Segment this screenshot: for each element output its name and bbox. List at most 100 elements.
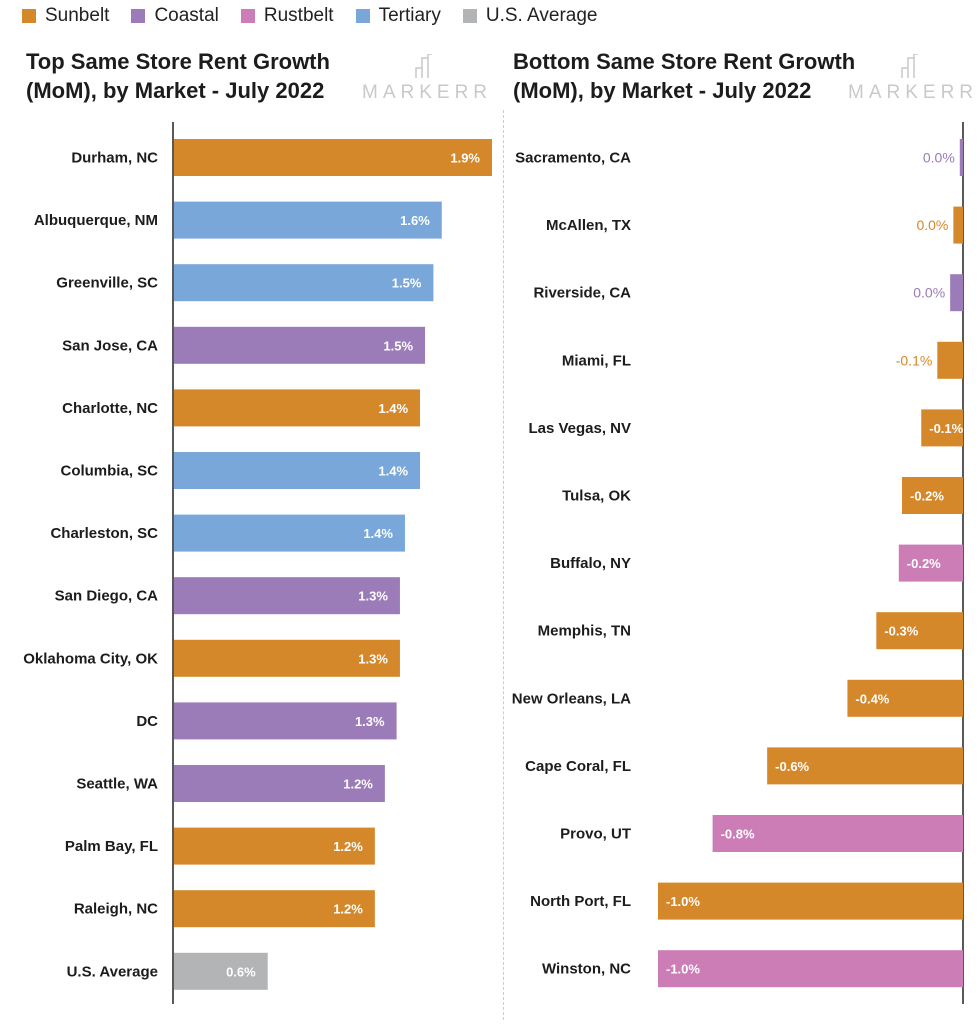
chart-title-bottom: Bottom Same Store Rent Growth (MoM), by … xyxy=(513,47,855,105)
legend-swatch-us-average xyxy=(462,9,477,23)
bottom-chart-value-label: -0.1% xyxy=(929,421,963,436)
top-chart-value-label: 1.9% xyxy=(450,151,480,166)
bottom-chart-value-label: -1.0% xyxy=(666,962,700,977)
bottom-chart-category-label: Riverside, CA xyxy=(533,285,631,302)
top-chart-category-label: Charleston, SC xyxy=(50,525,158,542)
bottom-chart-bar xyxy=(953,206,963,244)
legend-label-us-average: U.S. Average xyxy=(485,5,598,26)
top-chart-category-label: Albuquerque, NM xyxy=(34,212,158,229)
top-chart-category-label: Columbia, SC xyxy=(60,463,158,480)
markerr-logo-left: MARKERR xyxy=(362,54,492,110)
bottom-chart-category-label: Las Vegas, NV xyxy=(528,420,631,437)
bottom-chart-value-label: 0.0% xyxy=(923,150,955,166)
top-chart-value-label: 1.5% xyxy=(392,276,422,291)
top-chart-value-label: 1.6% xyxy=(400,213,430,228)
legend-swatch-tertiary xyxy=(355,9,370,23)
logo-text: MARKERR xyxy=(848,82,978,103)
bottom-chart-value-label: -0.3% xyxy=(884,624,918,639)
building-logo-icon xyxy=(901,54,918,78)
top-chart-value-label: 1.2% xyxy=(333,902,363,917)
bottom-chart-value-label: -0.4% xyxy=(855,691,889,706)
bottom-chart-category-label: New Orleans, LA xyxy=(512,690,631,707)
legend-label-sunbelt: Sunbelt xyxy=(45,5,110,26)
top-chart-bar xyxy=(174,639,400,677)
bottom-chart-category-label: Provo, UT xyxy=(560,826,631,843)
bottom-chart-bar xyxy=(898,544,963,582)
top-chart-bar xyxy=(174,139,492,176)
bottom-chart-value-label: -0.2% xyxy=(907,556,941,571)
top-chart-category-label: Durham, NC xyxy=(71,150,158,167)
top-chart-category-label: Greenville, SC xyxy=(56,275,158,292)
bottom-chart-value-label: 0.0% xyxy=(916,217,948,233)
top-chart-category-label: Charlotte, NC xyxy=(62,400,158,417)
bottom-chart-category-label: Cape Coral, FL xyxy=(525,758,631,775)
legend-label-tertiary: Tertiary xyxy=(378,5,441,26)
top-chart-category-label: U.S. Average xyxy=(67,963,158,980)
bottom-chart-value-label: -0.2% xyxy=(910,489,944,504)
top-chart-bar xyxy=(174,952,268,990)
legend: Sunbelt Coastal Rustbelt Tertiary U.S. A… xyxy=(22,4,619,28)
bottom-chart-value-label: -0.6% xyxy=(775,759,809,774)
top-chart-value-label: 1.5% xyxy=(383,338,413,353)
top-chart-bar xyxy=(174,702,397,740)
chart-title-top-line-2: (MoM), by Market - July 2022 xyxy=(26,78,325,103)
bottom-chart-bar xyxy=(847,679,963,717)
top-chart-bar xyxy=(174,201,442,239)
legend-swatch-sunbelt xyxy=(22,9,36,23)
top-chart-value-label: 1.3% xyxy=(358,589,388,604)
top-chart-bar xyxy=(174,827,375,865)
top-chart-bar xyxy=(174,890,375,928)
bottom-chart-bar xyxy=(921,409,963,447)
legend-item-coastal: Coastal xyxy=(131,5,219,27)
bottom-chart-bar xyxy=(712,815,963,852)
top-chart-value-label: 1.4% xyxy=(378,401,408,416)
top-chart-bar xyxy=(174,514,405,552)
bottom-chart-value-label: -0.8% xyxy=(721,827,755,842)
top-chart-value-label: 1.2% xyxy=(333,839,363,854)
bottom-chart-value-label: -0.1% xyxy=(896,352,933,368)
bottom-chart-bar xyxy=(902,477,963,514)
bottom-chart-category-label: McAllen, TX xyxy=(546,217,631,234)
bottom-chart-bar xyxy=(959,139,963,176)
top-chart-category-label: Raleigh, NC xyxy=(74,901,158,918)
chart-title-bottom-line-2: (MoM), by Market - July 2022 xyxy=(513,78,812,103)
legend-label-coastal: Coastal xyxy=(154,5,219,26)
legend-label-rustbelt: Rustbelt xyxy=(263,5,334,26)
bottom-chart-value-label: 0.0% xyxy=(913,285,945,301)
top-chart-value-label: 1.3% xyxy=(358,651,388,666)
building-logo-icon xyxy=(415,54,432,78)
legend-item-sunbelt: Sunbelt xyxy=(22,5,109,27)
bottom-chart-category-label: Winston, NC xyxy=(542,961,631,978)
top-chart-category-label: San Diego, CA xyxy=(55,588,159,605)
bottom-chart-category-label: Memphis, TN xyxy=(538,623,631,640)
top-chart-value-label: 1.2% xyxy=(343,777,373,792)
legend-item-us-average: U.S. Average xyxy=(462,5,598,27)
top-chart-bar xyxy=(174,577,400,615)
chart-divider xyxy=(503,110,504,1020)
top-chart-category-label: Oklahoma City, OK xyxy=(23,650,158,667)
top-chart-bar xyxy=(174,326,426,364)
top-chart-bar xyxy=(174,264,434,302)
bottom-chart-bar xyxy=(767,747,963,785)
legend-item-rustbelt: Rustbelt xyxy=(240,5,334,27)
bottom-chart-bar xyxy=(876,612,963,650)
top-chart-value-label: 1.4% xyxy=(363,526,393,541)
top-chart-category-label: Palm Bay, FL xyxy=(65,838,158,855)
markerr-logo-right: MARKERR xyxy=(848,54,978,110)
logo-text: MARKERR xyxy=(362,82,493,103)
top-chart-value-label: 0.6% xyxy=(226,964,256,979)
bottom-chart-category-label: Miami, FL xyxy=(562,352,631,369)
bottom-chart-bar xyxy=(658,882,963,920)
bottom-chart-category-label: Buffalo, NY xyxy=(550,555,631,572)
legend-item-tertiary: Tertiary xyxy=(355,5,441,27)
top-chart-category-label: San Jose, CA xyxy=(62,337,158,354)
legend-swatch-coastal xyxy=(131,9,146,23)
top-chart-bar xyxy=(174,452,421,489)
legend-swatch-rustbelt xyxy=(240,9,255,23)
top-chart-bar xyxy=(174,765,385,802)
bottom-chart-category-label: Sacramento, CA xyxy=(515,150,631,167)
bottom-chart-bar xyxy=(658,950,963,988)
chart-title-top: Top Same Store Rent Growth (MoM), by Mar… xyxy=(26,47,330,105)
